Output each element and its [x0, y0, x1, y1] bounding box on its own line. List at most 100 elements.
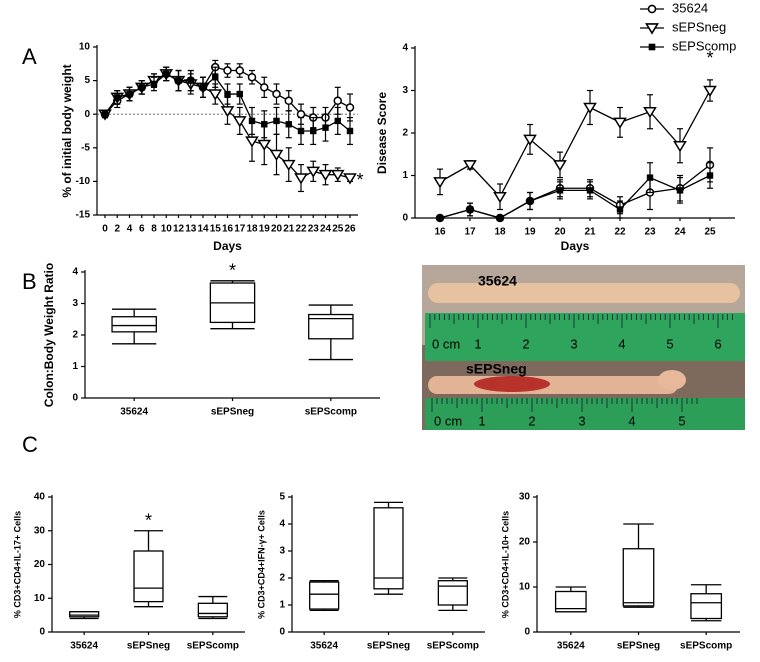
marker	[257, 139, 272, 151]
marker	[493, 192, 507, 204]
x-tick-label: sEPScomp	[680, 641, 732, 652]
marker	[310, 127, 317, 135]
marker	[436, 214, 444, 222]
box	[197, 602, 228, 618]
x-tick-label: 8	[151, 224, 157, 235]
box	[111, 316, 157, 333]
y-tick-label: 4	[72, 267, 78, 278]
ruler-label: 4	[618, 336, 625, 351]
marker	[199, 84, 207, 91]
x-tick-label: 22	[295, 224, 307, 235]
box	[133, 550, 164, 603]
y-tick-label: 20	[34, 559, 46, 570]
y-tick-label: 30	[34, 525, 46, 536]
x-tick-label: 16	[434, 227, 446, 238]
colon	[658, 370, 686, 390]
x-tick-label: 35624	[557, 641, 585, 652]
marker	[553, 160, 567, 172]
marker	[297, 127, 305, 135]
marker	[648, 43, 656, 51]
x-tick-label: sEPScomp	[187, 641, 239, 652]
marker	[296, 109, 306, 119]
marker	[616, 206, 624, 213]
y-axis-label: % CD3+CD4+IL-10+ Cells	[500, 511, 510, 618]
x-tick-label: 6	[139, 224, 145, 235]
marker	[496, 214, 504, 222]
marker	[269, 149, 284, 161]
panel-letter: A	[22, 44, 37, 69]
marker	[703, 85, 717, 97]
ruler-label: 2	[522, 336, 529, 351]
x-tick-label: 19	[524, 227, 536, 238]
x-tick-label: 26	[344, 224, 356, 235]
x-tick-label: 35624	[70, 641, 98, 652]
marker	[247, 72, 257, 82]
x-tick-label: 25	[704, 227, 716, 238]
marker	[235, 66, 244, 75]
x-tick-label: 4	[127, 224, 133, 235]
colon-lesion	[474, 376, 550, 392]
marker	[556, 187, 564, 194]
x-tick-label: 18	[494, 227, 506, 238]
box	[437, 580, 468, 606]
marker	[163, 70, 170, 78]
y-tick-label: 0	[279, 627, 285, 638]
x-tick-label: 22	[614, 227, 626, 238]
panel-letter: B	[22, 269, 37, 294]
marker	[126, 90, 133, 98]
x-tick-label: sEPSneg	[617, 641, 660, 652]
box	[373, 507, 404, 590]
marker	[261, 121, 268, 128]
legend-label: sEPSneg	[672, 19, 726, 34]
box	[309, 581, 340, 610]
legend-label: 35624	[672, 0, 708, 15]
marker	[646, 174, 654, 181]
marker	[306, 166, 321, 178]
y-tick-label: 10	[79, 42, 91, 53]
x-tick-label: 20	[554, 227, 566, 238]
marker	[150, 80, 158, 88]
y-axis-label: Disease Score	[375, 92, 389, 174]
marker	[294, 173, 308, 185]
marker	[526, 197, 534, 205]
marker	[175, 77, 182, 84]
marker	[673, 141, 687, 153]
ruler-label: 5	[678, 413, 685, 428]
y-tick-label: 3	[402, 85, 408, 96]
y-tick-label: 0	[39, 627, 45, 638]
marker	[586, 187, 594, 194]
ruler-label: 4	[628, 413, 635, 428]
x-tick-label: 2	[114, 224, 120, 235]
x-tick-label: 23	[308, 224, 320, 235]
y-tick-label: 3	[72, 298, 78, 309]
y-tick-label: 4	[279, 519, 285, 530]
x-tick-label: 35624	[310, 641, 338, 652]
specimen-label: 35624	[478, 273, 517, 289]
y-tick-label: -15	[76, 210, 91, 221]
y-tick-label: 5	[84, 75, 90, 86]
y-tick-label: 0	[72, 393, 78, 404]
box	[554, 590, 587, 613]
marker	[333, 96, 342, 106]
y-tick-label: 10	[519, 582, 531, 593]
photo: 35624 sEPSneg	[422, 265, 745, 430]
y-axis-label: % CD3+CD4+IL-17+ Cells	[12, 511, 22, 618]
annotation: *	[706, 48, 713, 68]
colon	[428, 283, 740, 303]
marker	[273, 117, 280, 125]
ruler-label: 0 cm	[434, 413, 462, 428]
x-tick-label: 21	[584, 227, 596, 238]
marker	[322, 124, 329, 131]
series-line	[439, 174, 711, 219]
x-tick-label: 18	[246, 224, 258, 235]
y-tick-label: 30	[519, 492, 531, 503]
x-tick-label: 19	[259, 224, 271, 235]
x-tick-label: 12	[173, 224, 185, 235]
y-tick-label: 2	[402, 128, 408, 139]
marker	[676, 187, 684, 194]
marker	[208, 89, 223, 101]
x-tick-label: sEPScomp	[427, 641, 479, 652]
box	[622, 548, 655, 607]
box	[690, 593, 723, 620]
y-tick-label: 4	[402, 43, 408, 54]
